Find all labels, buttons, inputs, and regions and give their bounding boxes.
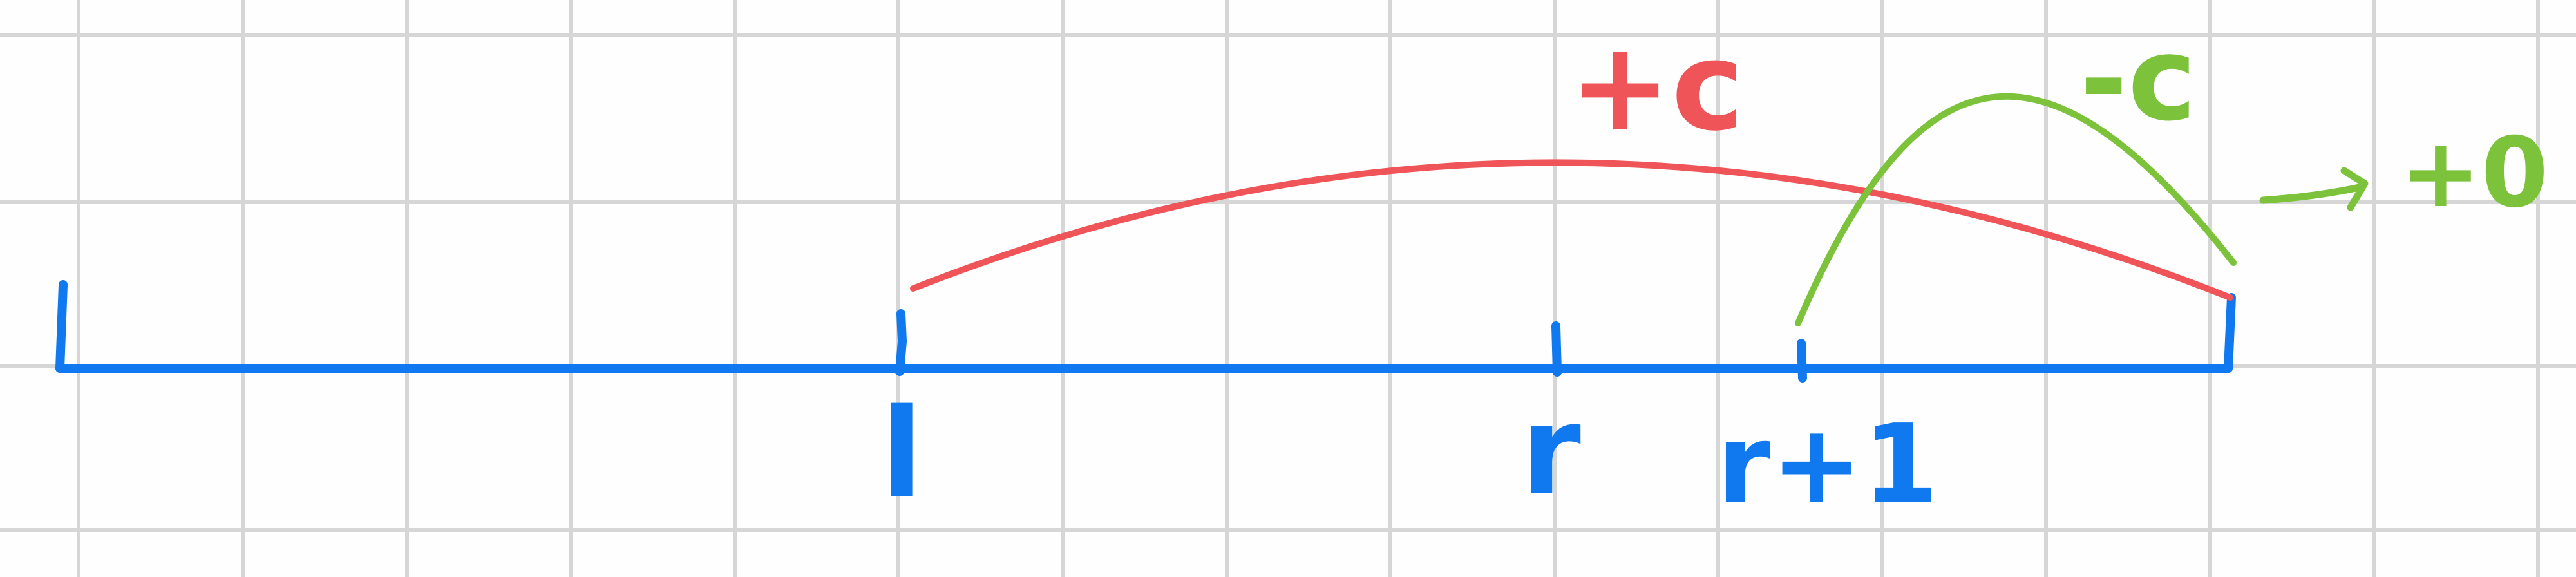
label-r-plus-1: r+1 <box>1717 401 1939 529</box>
label-l: l <box>880 383 922 525</box>
tick-r <box>1551 321 1562 377</box>
array-axis <box>55 280 2236 383</box>
tick-l <box>895 309 907 376</box>
label-add-c: +c <box>1569 15 1744 158</box>
arrow-head <box>2340 167 2369 211</box>
arrow-shaft <box>2259 183 2366 204</box>
subtract-arc <box>1795 93 2237 326</box>
label-minus-c: -c <box>2079 12 2196 147</box>
arrow-right-icon <box>2259 167 2369 211</box>
left-end-tick <box>55 280 68 373</box>
tick-r-plus-1 <box>1797 339 1807 383</box>
label-r: r <box>1520 379 1581 522</box>
label-result: +0 <box>2400 117 2548 229</box>
add-arc <box>910 159 2233 301</box>
right-end-tick <box>2224 293 2236 373</box>
